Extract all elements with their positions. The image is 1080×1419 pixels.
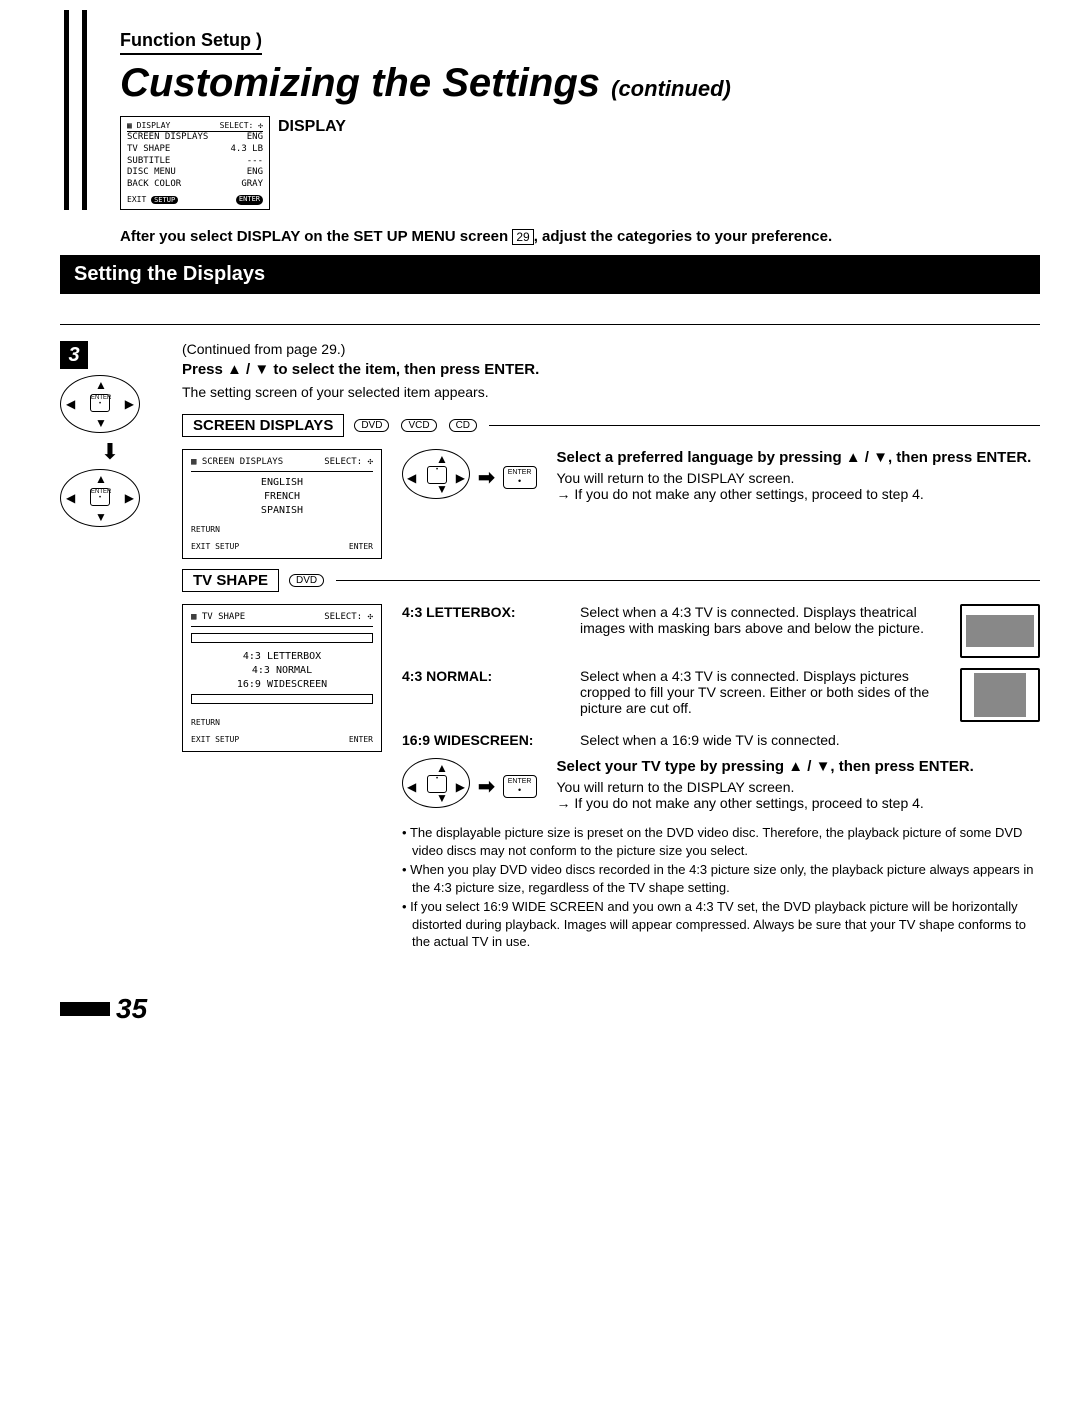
display-label: DISPLAY [278,118,346,136]
page-ref-29: 29 [512,229,533,245]
down-arrow-icon: ⬇ [60,439,160,465]
tv-shape-subscreen: ▦ TV SHAPE SELECT: ✣ 4:3 LETTERBOX 4:3 N… [182,604,382,752]
screen-displays-title: SCREEN DISPLAYS [182,414,344,437]
tv-shape-notes: The displayable picture size is preset o… [402,824,1040,951]
dvd-badge: DVD [289,574,324,587]
option-french: FRENCH [191,490,373,504]
screen-displays-subscreen: ▦ SCREEN DISPLAYS SELECT: ✣ ENGLISH FREN… [182,449,382,559]
option-english: ENGLISH [191,476,373,490]
enter-button-icon: ENTER • [503,466,537,489]
return-display-text: You will return to the DISPLAY screen. [557,779,1041,795]
proceed-step4-text: If you do not make any other settings, p… [557,486,1041,502]
select-tvtype-instruction: Select your TV type by pressing ▲ / ▼, t… [557,758,1041,775]
setting-displays-bar: Setting the Displays [60,255,1040,294]
option-widescreen: 16:9 WIDESCREEN [191,678,373,692]
enter-button-icon: ENTER • [503,775,537,798]
title-main: Customizing the Settings [120,61,600,105]
title-continued: (continued) [611,76,731,101]
right-arrow-icon: ➡ [478,465,495,490]
tv-letterbox-icon [960,604,1040,658]
page-title: Customizing the Settings (continued) [120,61,1040,106]
dpad-icon: ▲▼ ◀▶ ENTER• [60,469,140,527]
option-desc-widescreen: Select when a 16:9 wide TV is connected. [580,732,1040,748]
after-select-text: After you select DISPLAY on the SET UP M… [120,228,1040,245]
note-item: If you select 16:9 WIDE SCREEN and you o… [402,898,1040,951]
preview-row: TV SHAPE4.3 LB [127,144,263,156]
step-instruction: Press ▲ / ▼ to select the item, then pre… [182,361,1040,378]
option-name-normal: 4:3 NORMAL: [402,668,562,684]
preview-select-hint: SELECT: [220,121,254,130]
option-letterbox: 4:3 LETTERBOX [191,650,373,664]
select-language-instruction: Select a preferred language by pressing … [557,449,1041,466]
step-sub: The setting screen of your selected item… [182,384,1040,400]
continued-from: (Continued from page 29.) [182,341,1040,357]
option-desc-normal: Select when a 4:3 TV is connected. Displ… [580,668,942,716]
step-number-3: 3 [60,341,88,369]
preview-row: SUBTITLE--- [127,156,263,168]
preview-row: DISC MENUENG [127,167,263,179]
section-label: Function Setup [120,30,262,55]
nav-combo: ▲▼ ◀▶ • ➡ ENTER • [402,758,537,814]
return-display-text: You will return to the DISPLAY screen. [557,470,1041,486]
option-desc-letterbox: Select when a 4:3 TV is connected. Displ… [580,604,942,636]
dvd-badge: DVD [354,419,389,432]
divider [60,324,1040,325]
preview-row: SCREEN DISPLAYSENG [127,132,263,144]
cd-badge: CD [449,419,477,432]
dpad-icon: ▲▼ ◀▶ ENTER• [60,375,140,433]
option-spanish: SPANISH [191,504,373,518]
page-number: 35 [116,993,147,1025]
page-marker-bar [60,1002,110,1016]
tv-shape-title: TV SHAPE [182,569,279,592]
margin-mark-1 [64,10,76,210]
note-item: The displayable picture size is preset o… [402,824,1040,859]
option-name-widescreen: 16:9 WIDESCREEN: [402,732,562,748]
preview-row: BACK COLORGRAY [127,179,263,191]
section-divider [336,580,1040,581]
right-arrow-icon: ➡ [478,774,495,799]
section-divider [489,425,1040,426]
preview-title: DISPLAY [137,121,171,130]
proceed-step4-text: If you do not make any other settings, p… [557,795,1041,811]
margin-mark-2 [82,10,94,210]
note-item: When you play DVD video discs recorded i… [402,861,1040,896]
display-preview-screen: ▦ DISPLAY SELECT: ✣ SCREEN DISPLAYSENG T… [120,116,270,210]
option-name-letterbox: 4:3 LETTERBOX: [402,604,562,620]
option-normal: 4:3 NORMAL [191,664,373,678]
tv-normal-icon [960,668,1040,722]
vcd-badge: VCD [401,419,436,432]
nav-combo: ▲▼ ◀▶ • ➡ ENTER • [402,449,537,505]
